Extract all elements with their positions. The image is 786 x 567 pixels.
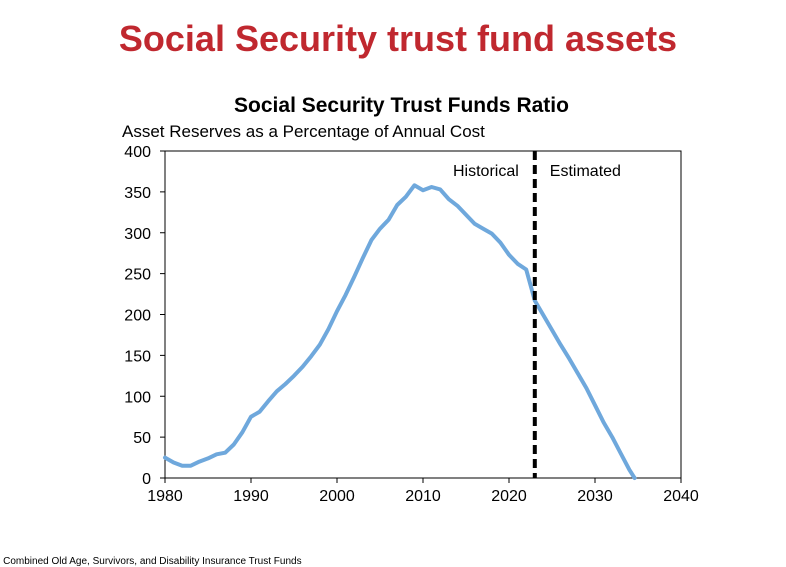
chart-title: Social Security Trust Funds Ratio bbox=[234, 94, 569, 117]
slide-title: Social Security trust fund assets bbox=[118, 18, 678, 59]
estimated-label: Estimated bbox=[550, 163, 621, 180]
y-tick-label: 0 bbox=[142, 471, 151, 488]
y-tick-label: 150 bbox=[124, 348, 151, 365]
x-tick-label: 1990 bbox=[233, 488, 269, 505]
x-tick-label: 2010 bbox=[405, 488, 441, 505]
x-tick-label: 2040 bbox=[663, 488, 699, 505]
y-tick-label: 100 bbox=[124, 389, 151, 406]
divider-layer: Historical Estimated bbox=[453, 151, 621, 478]
y-axis: 0 50 100 150 200 250 300 350 400 bbox=[124, 144, 165, 488]
x-tick-label: 1980 bbox=[147, 488, 183, 505]
x-tick-label: 2020 bbox=[491, 488, 527, 505]
source-note: e: Combined Old Age, Survivors, and Disa… bbox=[0, 556, 302, 567]
x-tick-label: 2000 bbox=[319, 488, 355, 505]
historical-label: Historical bbox=[453, 163, 519, 180]
x-axis: 1980 1990 2000 2010 2020 2030 2040 bbox=[147, 478, 699, 505]
y-tick-label: 200 bbox=[124, 308, 151, 325]
series-layer bbox=[163, 183, 637, 480]
y-tick-label: 400 bbox=[124, 144, 151, 161]
y-tick-label: 250 bbox=[124, 267, 151, 284]
y-tick-label: 350 bbox=[124, 185, 151, 202]
trust-fund-ratio-line bbox=[163, 183, 637, 480]
x-tick-label: 2030 bbox=[577, 488, 613, 505]
chart-subtitle: Asset Reserves as a Percentage of Annual… bbox=[122, 122, 485, 141]
y-tick-label: 50 bbox=[133, 430, 151, 447]
y-tick-label: 300 bbox=[124, 226, 151, 243]
